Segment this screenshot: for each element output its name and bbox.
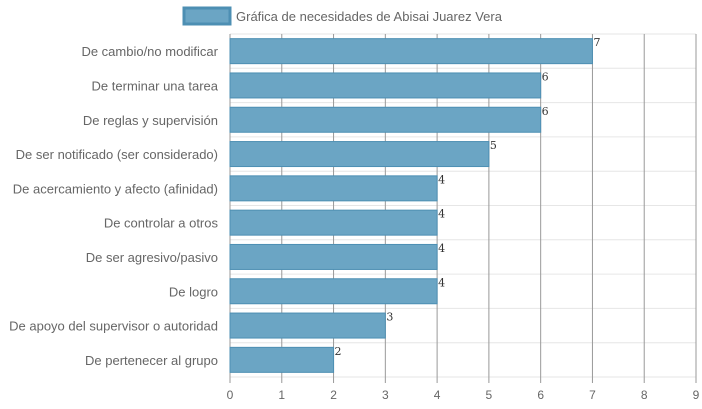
legend-swatch: [182, 6, 232, 26]
category-label: De ser agresivo/pasivo: [86, 250, 218, 265]
category-labels: De cambio/no modificar De terminar una ta…: [9, 44, 219, 368]
x-tick-label: 8: [641, 388, 648, 402]
category-label: De acercamiento y afecto (afinidad): [13, 181, 218, 196]
data-label: 4: [438, 242, 445, 255]
bar[interactable]: [229, 175, 438, 202]
bar[interactable]: [229, 312, 386, 339]
x-tick-label: 6: [537, 388, 544, 402]
data-label: 5: [490, 139, 497, 152]
bar[interactable]: [229, 278, 438, 305]
data-label: 4: [438, 208, 445, 221]
x-tick-label: 2: [330, 388, 337, 402]
category-label: De terminar una tarea: [92, 78, 219, 93]
x-tick-label: 3: [382, 388, 389, 402]
data-label: 2: [335, 345, 342, 358]
x-tick-label: 7: [589, 388, 596, 402]
category-label: De pertenecer al grupo: [85, 353, 218, 368]
category-label: De controlar a otros: [104, 216, 219, 231]
x-tick-label: 0: [227, 388, 234, 402]
data-label: 7: [593, 36, 600, 49]
data-label: 6: [542, 105, 549, 118]
legend[interactable]: Gráfica de necesidades de Abisai Juarez …: [182, 6, 503, 26]
category-label: De apoyo del supervisor o autoridad: [9, 319, 218, 334]
bars: [229, 38, 593, 373]
bar[interactable]: [229, 106, 542, 133]
category-label: De cambio/no modificar: [81, 44, 218, 59]
bar[interactable]: [229, 243, 438, 270]
bar[interactable]: [229, 209, 438, 236]
category-label: De ser notificado (ser considerado): [16, 147, 218, 162]
x-tick-label: 9: [693, 388, 700, 402]
data-label: 4: [438, 173, 445, 186]
bar[interactable]: [229, 38, 593, 65]
x-axis-ticks: 0 1 2 3 4 5 6 7 8 9: [227, 388, 700, 402]
value-labels: 7 6 6 5 4 4 4 4 3 2: [335, 36, 601, 358]
x-tick-label: 5: [486, 388, 493, 402]
data-label: 6: [542, 70, 549, 83]
category-label: De logro: [169, 284, 218, 299]
bar[interactable]: [229, 346, 335, 373]
legend-label: Gráfica de necesidades de Abisai Juarez …: [236, 9, 503, 24]
data-label: 4: [438, 276, 445, 289]
x-tick-label: 4: [434, 388, 441, 402]
x-tick-label: 1: [278, 388, 285, 402]
bar[interactable]: [229, 72, 542, 99]
data-label: 3: [386, 311, 393, 324]
bar[interactable]: [229, 141, 490, 168]
category-label: De reglas y supervisión: [83, 113, 218, 128]
